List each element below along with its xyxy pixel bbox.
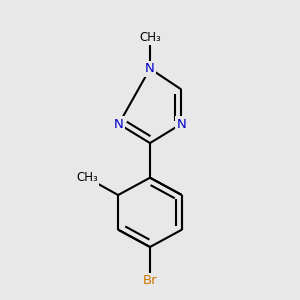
- Text: N: N: [176, 118, 186, 130]
- Text: Br: Br: [143, 274, 157, 287]
- Text: CH₃: CH₃: [76, 171, 98, 184]
- Text: CH₃: CH₃: [139, 31, 161, 44]
- Text: N: N: [114, 118, 124, 130]
- Text: N: N: [145, 62, 155, 75]
